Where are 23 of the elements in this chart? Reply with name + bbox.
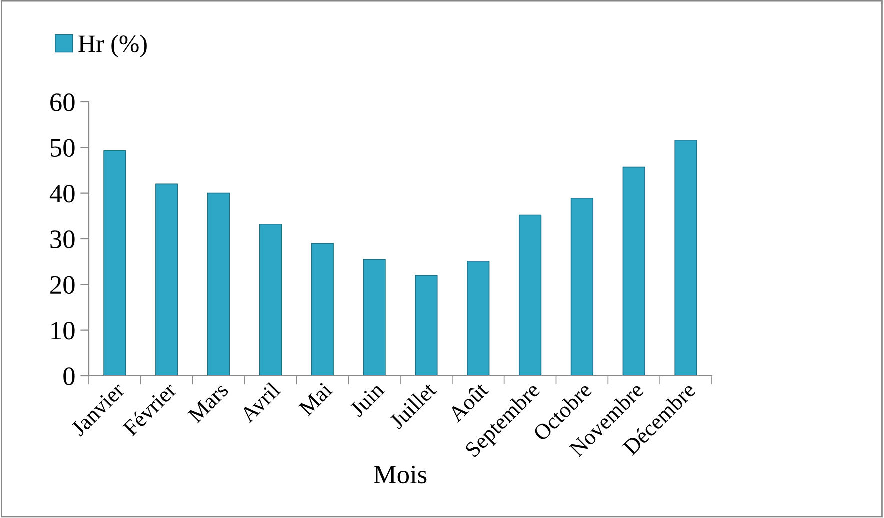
bar bbox=[570, 198, 594, 376]
legend-label: Hr (%) bbox=[78, 34, 147, 58]
bar bbox=[104, 150, 126, 376]
x-tick-label: Mai bbox=[298, 382, 334, 417]
y-tick-label: 60 bbox=[50, 94, 75, 112]
bar bbox=[311, 243, 334, 376]
bar bbox=[674, 140, 698, 376]
y-tick-label: 40 bbox=[50, 184, 75, 203]
bar bbox=[207, 192, 230, 376]
y-tick-label: 0 bbox=[64, 368, 75, 386]
bar bbox=[622, 166, 646, 376]
y-tick-label: 20 bbox=[50, 276, 75, 294]
bar bbox=[415, 275, 438, 376]
bar bbox=[467, 260, 490, 376]
x-tick-label: Juin bbox=[349, 382, 386, 418]
bar bbox=[518, 214, 542, 376]
y-tick-label: 10 bbox=[52, 322, 75, 340]
bar bbox=[259, 224, 282, 376]
bar bbox=[156, 184, 178, 376]
bar bbox=[363, 259, 386, 376]
y-tick-label: 50 bbox=[50, 139, 75, 158]
x-axis-title: Mois bbox=[374, 466, 427, 484]
y-tick-label: 30 bbox=[50, 230, 75, 248]
